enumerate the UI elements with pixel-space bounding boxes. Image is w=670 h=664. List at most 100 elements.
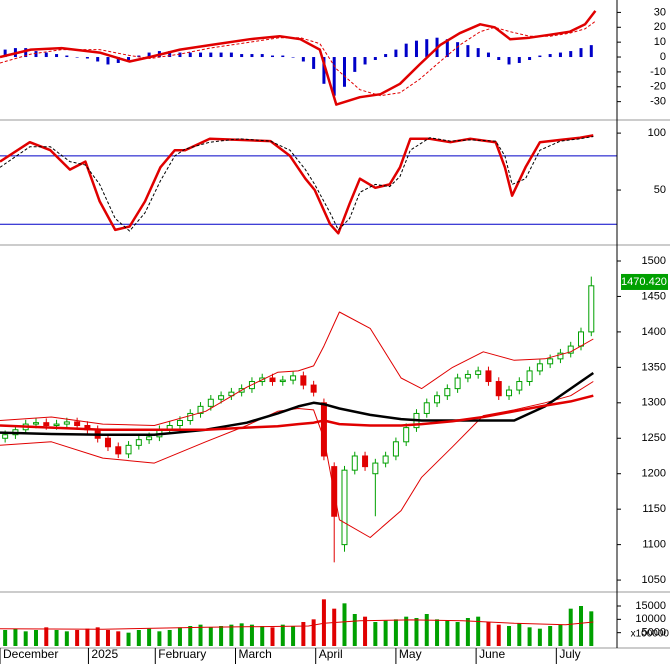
histogram-bar bbox=[106, 57, 110, 65]
y-tick-label: 100 bbox=[648, 127, 666, 139]
volume-bar bbox=[455, 622, 460, 646]
y-tick-label: 1050 bbox=[642, 574, 666, 586]
line-series bbox=[0, 311, 594, 426]
candle-body bbox=[32, 422, 39, 425]
volume-bar bbox=[548, 626, 553, 646]
volume-bar bbox=[424, 614, 429, 646]
volume-bar bbox=[291, 626, 296, 646]
volume-bar bbox=[260, 626, 265, 646]
histogram-bar bbox=[250, 54, 254, 58]
volume-bar bbox=[589, 611, 594, 646]
y-tick-label: 1150 bbox=[642, 503, 666, 515]
y-tick-label: 10 bbox=[654, 36, 666, 48]
x-tick-label: December bbox=[3, 647, 58, 661]
candle-body bbox=[146, 436, 153, 441]
volume-bar bbox=[568, 608, 573, 646]
histogram-bar bbox=[96, 57, 100, 62]
histogram-bar bbox=[55, 54, 59, 58]
y-tick-label: -20 bbox=[650, 81, 666, 93]
y-tick-label: 1350 bbox=[642, 361, 666, 373]
histogram-bar bbox=[34, 51, 38, 58]
candle-body bbox=[63, 421, 70, 425]
candle-body bbox=[588, 285, 595, 333]
candle-body bbox=[557, 352, 564, 360]
volume-bar bbox=[476, 616, 481, 646]
volume-bar bbox=[64, 631, 69, 646]
candle-body bbox=[207, 398, 214, 407]
volume-bar bbox=[342, 603, 347, 646]
histogram-bar bbox=[209, 52, 213, 58]
candle-body bbox=[310, 384, 317, 393]
candle-body bbox=[464, 373, 471, 379]
histogram-bar bbox=[199, 52, 203, 58]
histogram-bar bbox=[178, 52, 182, 58]
candle-body bbox=[290, 375, 297, 381]
volume-bar bbox=[136, 630, 141, 646]
volume-bar bbox=[414, 618, 419, 646]
panel bbox=[0, 599, 594, 646]
volume-bar bbox=[393, 619, 398, 646]
histogram-bar bbox=[312, 57, 316, 69]
candle-body bbox=[567, 345, 574, 354]
volume-bar bbox=[465, 618, 470, 646]
candle-body bbox=[526, 370, 533, 383]
volume-bar bbox=[23, 631, 28, 646]
volume-bar bbox=[507, 626, 512, 646]
volume-bar bbox=[75, 630, 80, 646]
histogram-bar bbox=[507, 57, 511, 65]
x-tick-label: July bbox=[559, 647, 580, 661]
histogram-bar bbox=[579, 48, 583, 58]
histogram-bar bbox=[414, 40, 418, 58]
histogram-bar bbox=[44, 52, 48, 58]
candle-body bbox=[547, 358, 554, 365]
x-tick-label: 2025 bbox=[91, 647, 118, 661]
last-price-box bbox=[621, 273, 668, 290]
candle-body bbox=[536, 363, 543, 372]
x-tick-label: February bbox=[158, 647, 206, 661]
histogram-bar bbox=[363, 57, 367, 65]
volume-bar bbox=[188, 626, 193, 646]
volume-bar bbox=[404, 616, 409, 646]
histogram-bar bbox=[404, 43, 408, 58]
histogram-bar bbox=[3, 49, 7, 58]
candle-body bbox=[2, 434, 9, 439]
candle-body bbox=[269, 377, 276, 383]
candle-body bbox=[372, 462, 379, 475]
volume-bar bbox=[167, 630, 172, 646]
volume-bar bbox=[280, 624, 285, 646]
x-tick-label: June bbox=[479, 647, 505, 661]
y-tick-label: 10000 bbox=[635, 613, 666, 625]
volume-bar bbox=[239, 623, 244, 646]
histogram-bar bbox=[301, 57, 305, 62]
line-series bbox=[0, 371, 595, 436]
line-series bbox=[0, 10, 597, 106]
candle-body bbox=[218, 395, 225, 400]
line-series bbox=[0, 20, 596, 97]
candle-body bbox=[104, 437, 111, 448]
candle-body bbox=[444, 388, 451, 397]
candle-body bbox=[475, 370, 482, 375]
y-tick-label: 50 bbox=[654, 184, 666, 196]
histogram-bar bbox=[260, 54, 264, 58]
candle-body bbox=[74, 421, 81, 426]
candle-body bbox=[434, 395, 441, 404]
volume-bar bbox=[435, 619, 440, 646]
volume-bar bbox=[105, 630, 110, 646]
histogram-bar bbox=[219, 52, 223, 58]
histogram-bar bbox=[291, 57, 295, 58]
histogram-bar bbox=[466, 45, 470, 58]
histogram-bar bbox=[127, 57, 131, 60]
volume-bar bbox=[177, 627, 182, 646]
volume-bar bbox=[126, 632, 131, 646]
volume-bar bbox=[147, 628, 152, 646]
y-tick-label: 1100 bbox=[642, 539, 666, 551]
candle-body bbox=[125, 444, 132, 455]
y-tick-label: -30 bbox=[650, 96, 666, 108]
volume-bar bbox=[95, 627, 100, 646]
line-series bbox=[0, 619, 594, 630]
volume-bar bbox=[219, 626, 224, 646]
volume-bar bbox=[13, 628, 18, 646]
candle-body bbox=[53, 423, 60, 426]
panel bbox=[0, 10, 597, 106]
